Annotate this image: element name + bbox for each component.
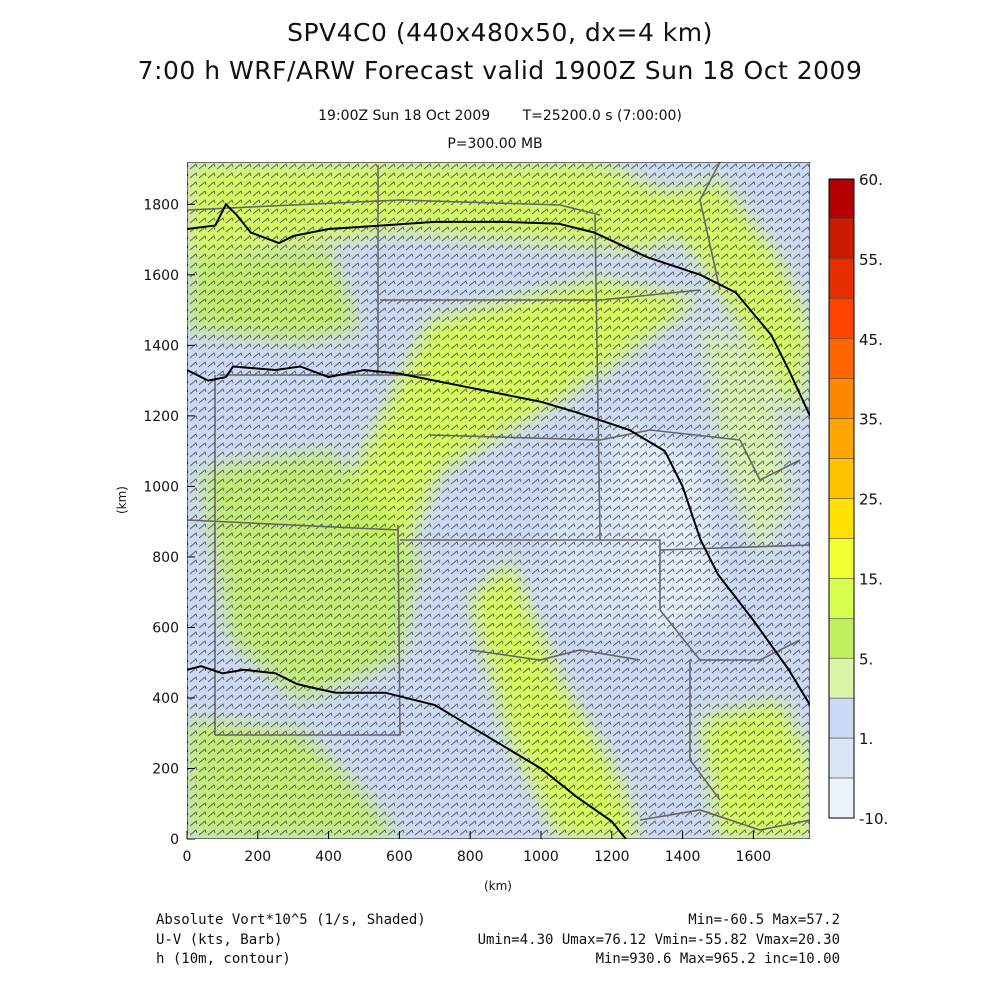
colorbar-label: 15. [859,570,883,588]
plot-area [187,162,810,839]
y-tick-label: 1000 [143,479,179,495]
y-tick-label: 0 [170,832,179,848]
field-2-stats: Umin=4.30 Umax=76.12 Vmin=-55.82 Vmax=20… [477,932,840,948]
colorbar-label: 25. [859,491,883,509]
height-contours [187,202,810,839]
x-tick-label: 0 [183,849,192,865]
x-tick-label: 1000 [523,849,559,865]
colorbar-label: 60. [859,171,883,189]
title-line-2: 7:00 h WRF/ARW Forecast valid 1900Z Sun … [137,56,863,85]
y-axis-label: (km) [115,486,129,514]
colorbar-swatch [828,578,855,619]
border-line [215,524,401,736]
colorbar-swatch [828,298,855,340]
border-line [599,429,741,441]
border-line [739,439,801,482]
colorbar-label: 1. [859,730,873,748]
model-time: T=25200.0 s (7:00:00) [522,108,682,124]
field-1-name: Absolute Vort*10^5 (1/s, Shaded) [156,912,426,928]
colorbar-swatch [828,378,855,419]
y-tick-label: 1400 [143,338,179,354]
colorbar-swatch [828,258,855,300]
border-line [429,434,601,441]
x-tick-label: 1600 [736,849,772,865]
border-line [400,539,661,610]
y-tick-label: 600 [152,620,179,636]
contour-940 [187,665,627,839]
field-2-name: U-V (kts, Barb) [156,932,283,948]
contour-950 [187,365,810,706]
axes: 0 200 400 600 800 1000 1200 1400 1600 0 200 400 600 8… [143,197,771,865]
colorbar-swatch [828,777,855,819]
x-tick-label: 800 [457,849,484,865]
border-line [639,809,810,831]
state-borders [187,162,810,831]
y-tick-label: 1600 [143,268,179,284]
time-info: 19:00Z Sun 18 Oct 2009 T=25200.0 s (7:00… [0,108,1000,124]
y-tick-label: 200 [152,761,179,777]
field-3-stats: Min=930.6 Max=965.2 inc=10.00 [595,951,840,967]
title-line-1: SPV4C0 (440x480x50, dx=4 km) [287,18,713,47]
border-line [187,199,601,216]
y-tick-label: 400 [152,691,179,707]
colorbar-swatch [828,458,855,499]
x-axis-label: (km) [484,879,512,893]
colorbar-swatch [828,618,855,659]
field-3-name: h (10m, contour) [156,951,291,967]
colorbar-swatch [828,178,855,220]
pressure-level: P=300.00 MB [447,136,543,152]
colorbar-swatch [828,697,855,739]
colorbar-swatch [828,218,855,260]
border-line [380,289,701,301]
y-tick-label: 800 [152,550,179,566]
border-line [594,214,601,541]
weather-map: 0 200 400 600 800 1000 1200 1400 1600 0 200 400 600 8… [115,162,888,893]
colorbar: 60. 55. 45. 35. 25. 15. 5. 1. -10. [828,171,888,828]
border-line [659,544,810,551]
colorbar-swatch [828,418,855,459]
x-tick-label: 1400 [665,849,701,865]
colorbar-label: 5. [859,650,873,668]
colorbar-swatch [828,538,855,579]
valid-time: 19:00Z Sun 18 Oct 2009 [318,108,491,124]
field-1-stats: Min=-60.5 Max=57.2 [688,912,840,928]
contour-960 [187,202,810,417]
border-line [699,162,721,291]
colorbar-swatch [828,737,855,779]
wind-barbs [187,162,810,839]
border-line [469,649,641,661]
y-tick-label: 1800 [143,197,179,213]
colorbar-label: 35. [859,411,883,429]
x-tick-label: 400 [315,849,342,865]
border-line [659,609,801,661]
border-line [187,519,399,531]
x-tick-label: 200 [244,849,271,865]
colorbar-label: 45. [859,331,883,349]
y-tick-label: 1200 [143,409,179,425]
x-tick-label: 600 [386,849,413,865]
x-tick-label: 1200 [594,849,630,865]
colorbar-swatch [828,657,855,699]
border-line [689,660,721,801]
colorbar-label: -10. [859,810,888,828]
colorbar-frame [828,178,855,819]
colorbar-swatch [828,338,855,379]
colorbar-label: 55. [859,251,883,269]
colorbar-swatch [828,498,855,539]
